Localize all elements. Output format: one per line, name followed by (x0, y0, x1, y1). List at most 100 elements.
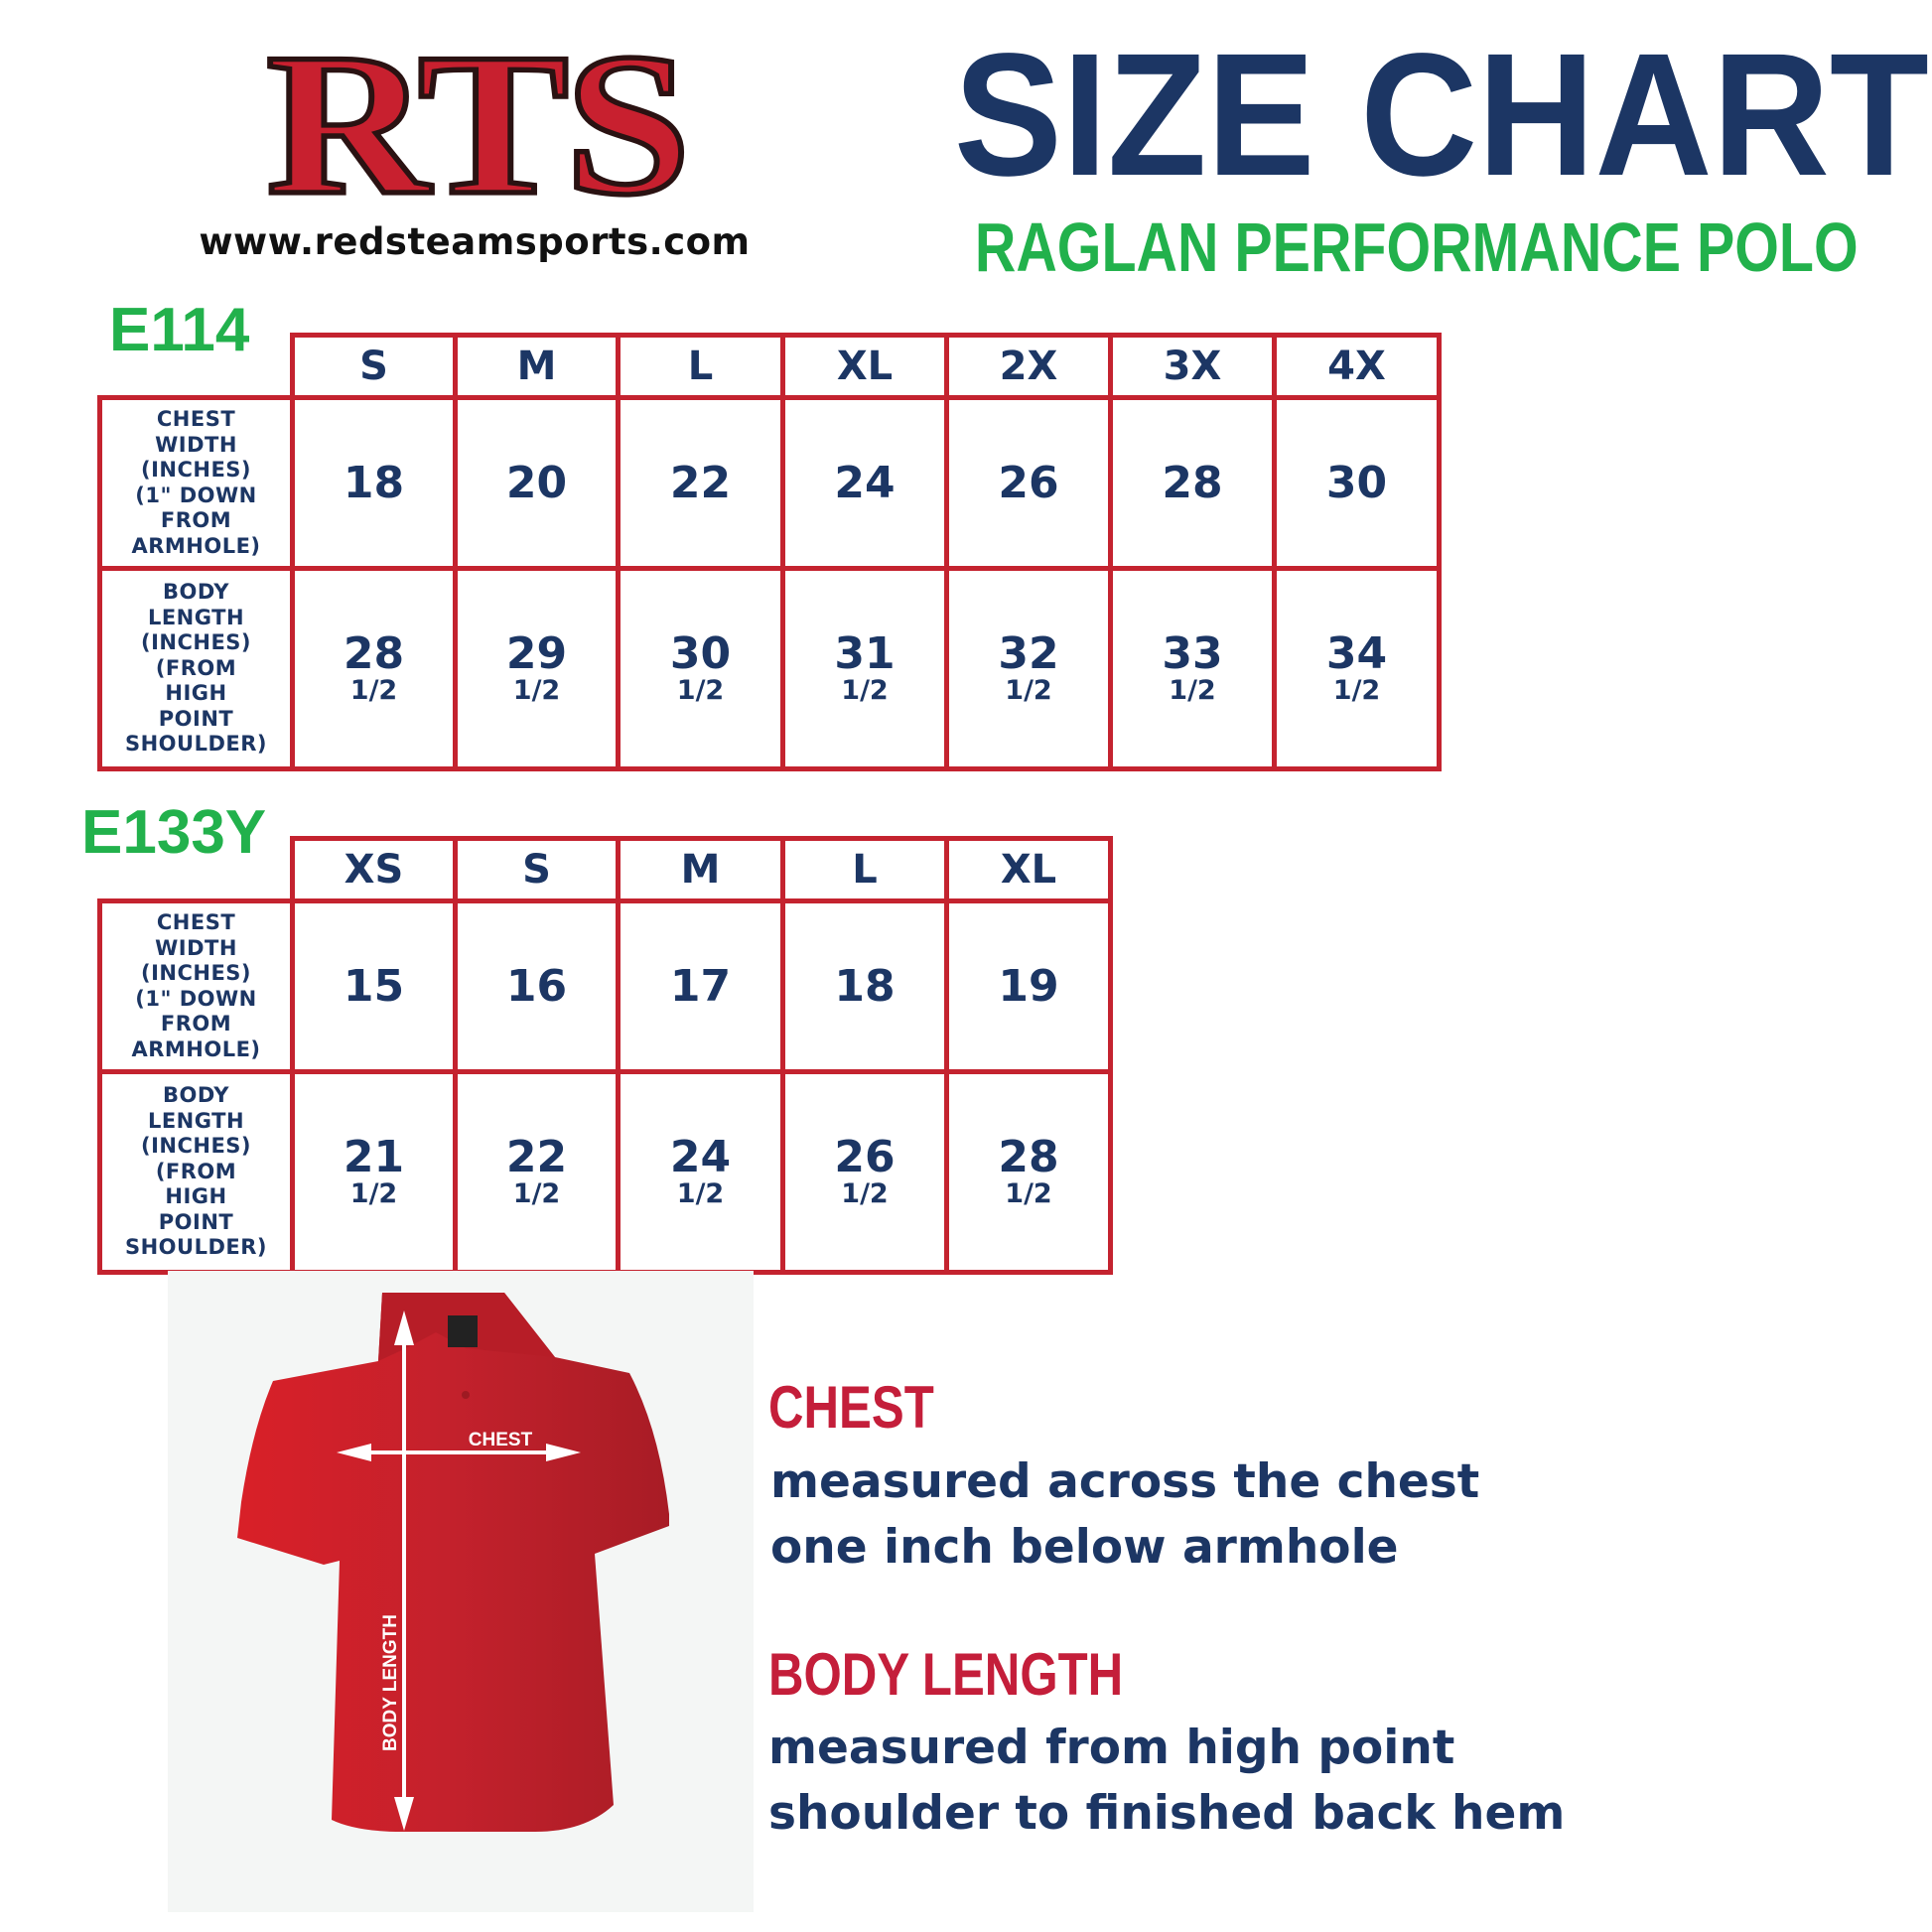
page-title: SIZE CHART (953, 18, 1929, 212)
measurement-value: 19 (998, 960, 1059, 1012)
row-label: BODY LENGTH (INCHES) (FROM HIGH POINT SHOULDER… (97, 566, 295, 771)
size-header: 4X (1272, 333, 1442, 400)
arrow-left-icon (337, 1444, 371, 1461)
measurement-cell: 30 1/2 (616, 566, 785, 771)
measurement-value: 28 (343, 627, 405, 679)
measurement-cell: 31 1/2 (780, 566, 949, 771)
row-label-line: WIDTH (155, 432, 237, 457)
measurement-cell: 28 1/2 (944, 1069, 1113, 1275)
polo-shirt-diagram: CHEST BODY LENGTH (168, 1271, 754, 1912)
row-label-line: CHEST (156, 407, 236, 431)
measurement-cell: 21 1/2 (290, 1069, 458, 1275)
body-length-description: measured from high point shoulder to fin… (768, 1716, 1565, 1847)
measurement-fraction: 1/2 (1005, 1177, 1052, 1209)
shirt-body (237, 1293, 669, 1832)
measurement-value: 28 (1162, 457, 1223, 508)
measurement-fraction: 1/2 (1169, 674, 1216, 706)
measurement-cell: 34 1/2 (1272, 566, 1442, 771)
measurement-cell: 28 1/2 (290, 566, 458, 771)
body-length-row: BODY LENGTH (INCHES) (FROM HIGH POINT SHOULDER… (97, 1069, 1113, 1275)
measurement-fraction: 1/2 (1332, 674, 1381, 706)
measurement-value: 24 (834, 457, 896, 508)
chest-heading: CHEST (768, 1374, 934, 1441)
row-label-line: BODY (163, 1083, 229, 1108)
measurement-cell: 29 1/2 (453, 566, 621, 771)
measurement-value: 31 (834, 627, 896, 679)
measurement-value: 30 (1325, 457, 1388, 508)
measurement-cell: 17 (616, 898, 785, 1074)
row-label-line: FROM (160, 1012, 232, 1035)
measurement-value: 21 (343, 1131, 405, 1182)
size-header: 3X (1108, 333, 1277, 400)
measurement-value: 15 (343, 960, 405, 1012)
row-label-line: ARMHOLE) (131, 1036, 261, 1061)
size-header: S (453, 836, 621, 903)
size-header: XL (944, 836, 1113, 903)
logo-text: RTS (263, 12, 694, 237)
measurement-cell: 26 1/2 (780, 1069, 949, 1275)
measurement-fraction: 1/2 (676, 1177, 725, 1209)
measurement-cell: 18 (780, 898, 949, 1074)
measurement-fraction: 1/2 (349, 1177, 398, 1209)
measurement-value: 18 (834, 960, 896, 1012)
chest-description-line: measured across the chest (770, 1454, 1480, 1509)
measurement-fraction: 1/2 (512, 1177, 561, 1209)
row-label-line: LENGTH (147, 1108, 245, 1133)
arrow-right-icon (546, 1444, 581, 1461)
measurement-cell: 32 1/2 (944, 566, 1113, 771)
measurement-cell: 22 (616, 395, 785, 571)
size-header: L (780, 836, 949, 903)
row-label: CHEST WIDTH (INCHES) (1" DOWN FROM ARMHOLE) (97, 898, 295, 1074)
website-url: www.redsteamsports.com (199, 220, 751, 263)
measurement-value: 16 (505, 960, 568, 1012)
size-header: XL (780, 333, 949, 400)
measurement-fraction: 1/2 (349, 674, 398, 706)
row-label-line: (INCHES) (140, 458, 252, 482)
measurement-value: 29 (505, 627, 568, 679)
size-header: 2X (944, 333, 1113, 400)
measurement-value: 32 (998, 627, 1059, 679)
measurement-fraction: 1/2 (512, 674, 561, 706)
size-header: M (616, 836, 785, 903)
body-length-row: BODY LENGTH (INCHES) (FROM HIGH POINT SHOULDER… (97, 566, 1442, 771)
measurement-fraction: 1/2 (841, 674, 889, 706)
measurement-value: 17 (669, 960, 732, 1012)
row-label-line: HIGH (165, 681, 227, 706)
measurement-cell: 18 (290, 395, 458, 571)
measurement-fraction: 1/2 (841, 1177, 889, 1209)
measurement-cell: 26 (944, 395, 1113, 571)
measurement-value: 22 (669, 457, 732, 508)
chest-description: measured across the chest one inch below… (770, 1449, 1479, 1581)
size-header: XS (290, 836, 458, 903)
row-label-line: (INCHES) (140, 961, 252, 985)
row-label-line: POINT (158, 1209, 234, 1234)
chest-diagram-label: CHEST (469, 1430, 533, 1450)
row-label-line: SHOULDER) (124, 732, 268, 757)
row-label-line: (1" DOWN (135, 986, 257, 1011)
row-label-line: (INCHES) (140, 1134, 252, 1159)
row-label-line: (1" DOWN (135, 483, 257, 507)
measurement-value: 18 (343, 457, 405, 508)
row-label-line: POINT (158, 706, 234, 731)
body-length-description-line: measured from high point (768, 1721, 1455, 1775)
measurement-cell: 22 1/2 (453, 1069, 621, 1275)
header-row: S M L XL 2X 3X 4X (99, 333, 1442, 400)
measurement-value: 34 (1325, 627, 1388, 679)
measurement-value: 33 (1162, 627, 1223, 679)
measurement-cell: 24 (780, 395, 949, 571)
size-header: M (453, 333, 621, 400)
body-length-diagram-label: BODY LENGTH (380, 1614, 401, 1751)
measurement-value: 26 (998, 457, 1059, 508)
measurement-cell: 30 (1272, 395, 1442, 571)
measurement-cell: 20 (453, 395, 621, 571)
body-length-heading: BODY LENGTH (768, 1641, 1124, 1708)
measurement-fraction: 1/2 (1005, 674, 1052, 706)
row-label: CHEST WIDTH (INCHES) (1" DOWN FROM ARMHOLE) (97, 395, 295, 571)
row-label-line: WIDTH (155, 935, 237, 960)
row-label-line: BODY (163, 580, 229, 605)
size-table-e114: S M L XL 2X 3X 4X CHEST WIDTH (INCHES) (1" DOWN FRO… (97, 333, 1442, 771)
measurement-value: 22 (505, 1131, 568, 1182)
measurement-value: 20 (505, 457, 568, 508)
chest-width-row: CHEST WIDTH (INCHES) (1" DOWN FROM ARMHOLE) 18… (97, 395, 1442, 571)
shirt-tag-icon (448, 1315, 478, 1347)
